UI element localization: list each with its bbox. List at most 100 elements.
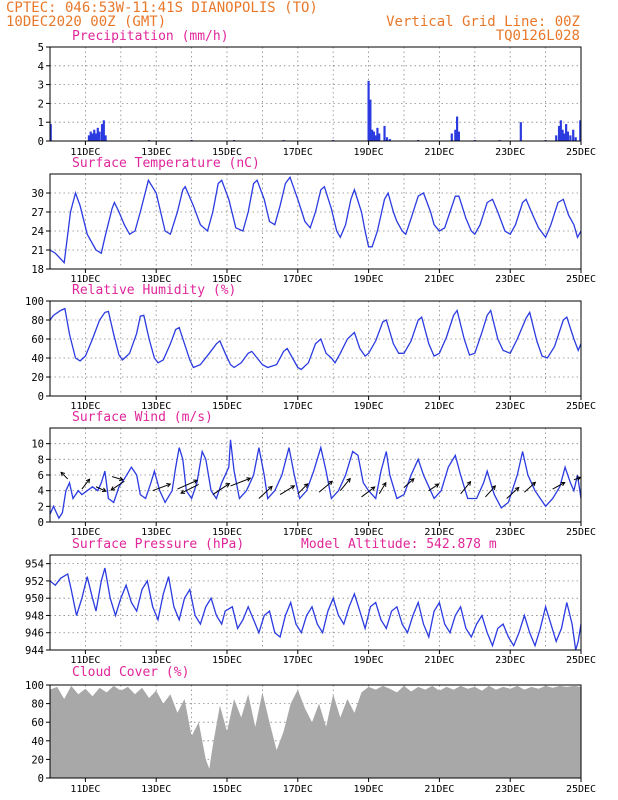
x-tick-label: 13DEC — [141, 147, 171, 158]
precip-bar — [450, 133, 453, 141]
x-tick-label: 25DEC — [566, 655, 596, 666]
wind-arrow — [428, 483, 439, 492]
panels-container: 0 1 2 3 4 5 11DEC 13DEC 15DEC 17DEC 19DEC 21DEC 23DE… — [25, 29, 596, 795]
y-tick-label: 0 — [38, 391, 44, 403]
precip-bar — [100, 124, 104, 141]
wind-arrow-head — [60, 471, 66, 477]
x-tick-label: 17DEC — [283, 655, 313, 666]
wind-arrow-head — [118, 476, 124, 482]
precip-bar — [563, 133, 566, 141]
precip-bar — [555, 135, 558, 141]
y-tick-label: 24 — [31, 226, 44, 238]
x-tick-label: 19DEC — [354, 784, 384, 795]
wind-arrow — [361, 486, 376, 498]
y-tick-label: 8 — [38, 454, 44, 466]
wind-arrow-head — [560, 481, 566, 487]
x-tick-label: 21DEC — [424, 147, 454, 158]
header-location: CPTEC: 046:53W-11:41S DIANOPOLIS (TO) — [6, 0, 318, 16]
y-tick-label: 0 — [38, 136, 44, 148]
wind-arrow — [279, 485, 295, 496]
precip-bar — [559, 120, 562, 141]
x-tick-label: 19DEC — [354, 147, 384, 158]
precip-bar — [94, 133, 98, 141]
x-tick-label: 21DEC — [424, 655, 454, 666]
y-tick-label: 0 — [38, 517, 44, 529]
series-line — [49, 175, 582, 265]
y-tick-label: 27 — [31, 207, 44, 219]
series-line — [49, 439, 582, 520]
x-tick-label: 19DEC — [354, 401, 384, 412]
y-tick-label: 40 — [31, 353, 44, 365]
y-tick-label: 954 — [25, 559, 44, 571]
plot-frame — [49, 173, 582, 270]
x-tick-label: 17DEC — [283, 527, 313, 538]
y-tick-label: 18 — [31, 264, 44, 276]
wind-arrow-head — [303, 483, 309, 488]
wind-arrow-head — [85, 478, 91, 484]
wind-arrow — [552, 482, 566, 490]
y-tick-label: 3 — [38, 80, 44, 92]
wind-arrow — [318, 480, 333, 493]
wind-arrow-head — [346, 477, 351, 483]
y-tick-label: 1 — [38, 117, 44, 129]
x-tick-label: 11DEC — [70, 274, 100, 285]
wind-arrow-head — [166, 483, 172, 488]
y-tick-label: 10 — [31, 439, 44, 451]
wind-arrow — [60, 471, 69, 480]
wind-arrow — [152, 483, 171, 492]
wind-arrow — [110, 480, 125, 491]
precip-bar — [579, 120, 582, 141]
x-tick-label: 15DEC — [212, 147, 242, 158]
wind-arrow-head — [328, 480, 334, 486]
panel-6: 0 20 40 60 80 100 11DEC 13DEC 15DEC 17DEC 19DEC 21D… — [25, 665, 596, 795]
precip-bar — [572, 129, 575, 141]
header-model-id: TQ0126L028 — [496, 28, 580, 44]
precip-bar — [367, 80, 370, 141]
precip-bar — [388, 139, 391, 141]
series-line — [49, 567, 582, 651]
precip-bar — [378, 133, 381, 141]
y-tick-label: 4 — [38, 486, 44, 498]
wind-arrow — [177, 479, 198, 490]
wind-arrow — [573, 477, 581, 481]
precip-bar — [371, 129, 374, 141]
precip-bar — [104, 135, 107, 141]
x-tick-label: 13DEC — [141, 784, 171, 795]
y-tick-label: 80 — [31, 699, 44, 711]
wind-arrow-head — [290, 485, 296, 490]
panel-title: Cloud Cover (%) — [72, 665, 189, 680]
y-tick-label: 60 — [31, 334, 44, 346]
header-grid-note: Vertical Grid Line: 00Z — [386, 14, 580, 30]
x-tick-label: 23DEC — [495, 147, 525, 158]
x-tick-label: 17DEC — [283, 274, 313, 285]
wind-arrow-head — [531, 481, 537, 487]
wind-arrow — [297, 483, 309, 495]
panel-title: Surface Temperature (nC) — [72, 156, 260, 171]
x-tick-label: 25DEC — [566, 274, 596, 285]
plot-frame — [49, 554, 582, 651]
precip-bar — [372, 131, 376, 141]
plot-frame — [49, 46, 582, 142]
panel-2: 18 21 24 27 30 11DEC 13DEC 15DEC 17DEC 19DEC 21DEC… — [31, 156, 596, 285]
x-tick-label: 21DEC — [424, 784, 454, 795]
precip-bar — [91, 133, 94, 141]
precip-bar — [557, 125, 561, 141]
precip-bar — [519, 122, 522, 141]
y-tick-label: 6 — [38, 470, 44, 482]
y-tick-label: 60 — [31, 717, 44, 729]
x-tick-label: 13DEC — [141, 655, 171, 666]
wind-arrow-head — [180, 489, 186, 494]
x-tick-label: 17DEC — [283, 401, 313, 412]
wind-arrow-head — [466, 480, 472, 486]
precip-bar — [89, 131, 92, 141]
x-tick-label: 13DEC — [141, 274, 171, 285]
x-tick-label: 15DEC — [212, 274, 242, 285]
precip-bar — [376, 127, 379, 141]
panel-3: 0 20 40 60 80 100 11DEC 13DEC 15DEC 17DEC 19DEC 21D… — [25, 283, 596, 412]
precip-bar — [569, 135, 572, 141]
series-line — [49, 307, 582, 371]
y-tick-label: 21 — [31, 245, 44, 257]
x-tick-label: 19DEC — [354, 655, 384, 666]
x-tick-label: 25DEC — [566, 527, 596, 538]
